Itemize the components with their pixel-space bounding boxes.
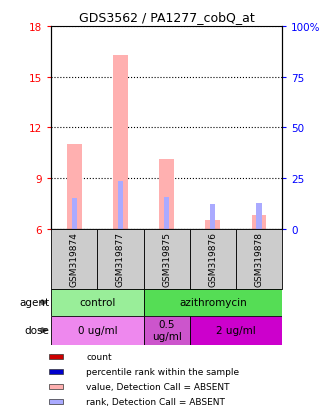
Text: rank, Detection Call = ABSENT: rank, Detection Call = ABSENT [86,397,225,406]
Bar [50,399,63,404]
Title: GDS3562 / PA1277_cobQ_at: GDS3562 / PA1277_cobQ_at [79,11,254,24]
Bar [67,145,82,229]
Bar [144,229,190,289]
Text: 2 ug/ml: 2 ug/ml [216,325,256,335]
Bar [210,205,215,229]
Bar [51,316,144,345]
Bar [97,229,144,289]
Bar [159,160,174,229]
Bar [236,229,282,289]
Bar [51,229,97,289]
Text: percentile rank within the sample: percentile rank within the sample [86,367,239,376]
Bar [256,203,262,229]
Bar [51,289,144,316]
Text: GSM319875: GSM319875 [162,232,171,287]
Bar [118,181,123,229]
Bar [252,216,266,229]
Text: 0 ug/ml: 0 ug/ml [78,325,117,335]
Text: GSM319874: GSM319874 [70,232,79,287]
Text: GSM319876: GSM319876 [208,232,217,287]
Bar [206,221,220,229]
Text: dose: dose [25,325,50,335]
Text: GSM319878: GSM319878 [254,232,264,287]
Text: control: control [79,297,116,308]
Bar [50,369,63,374]
Text: value, Detection Call = ABSENT: value, Detection Call = ABSENT [86,382,230,391]
Bar [144,316,190,345]
Text: azithromycin: azithromycin [179,297,247,308]
Text: 0.5
ug/ml: 0.5 ug/ml [152,320,182,341]
Bar [144,289,282,316]
Bar [190,316,282,345]
Bar [190,229,236,289]
Bar [72,199,77,229]
Text: GSM319877: GSM319877 [116,232,125,287]
Bar [164,198,169,229]
Text: count: count [86,352,112,361]
Bar [50,354,63,359]
Bar [50,384,63,389]
Bar [113,56,128,229]
Text: agent: agent [19,297,50,308]
